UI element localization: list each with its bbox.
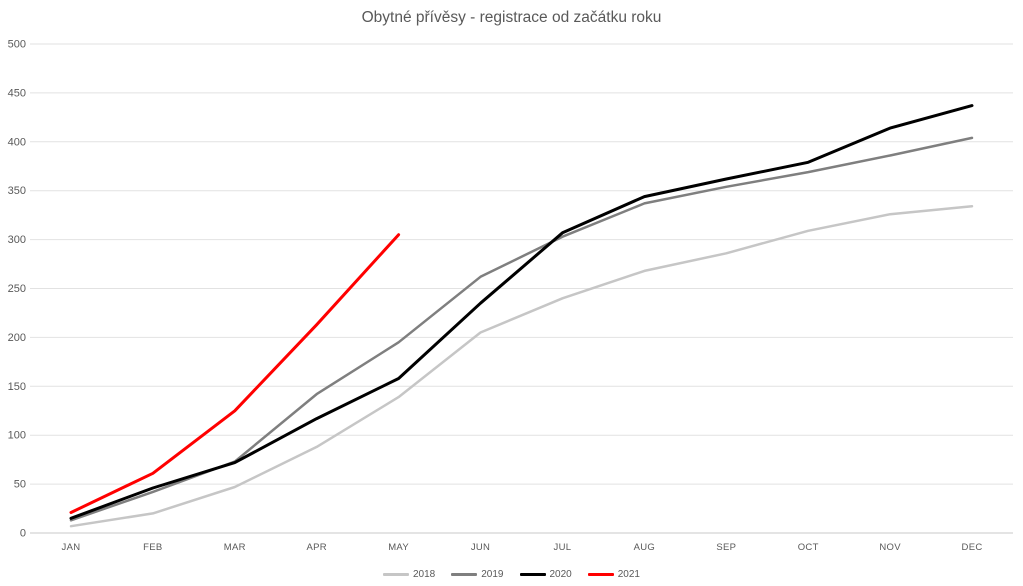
x-axis-tick-label: JUN bbox=[471, 542, 490, 553]
x-axis-tick-label: APR bbox=[306, 542, 326, 553]
legend-item-2020: 2020 bbox=[519, 569, 572, 580]
legend-label: 2021 bbox=[617, 569, 640, 580]
x-axis-tick-label: MAY bbox=[388, 542, 409, 553]
y-axis-tick-label: 500 bbox=[8, 39, 26, 51]
y-axis-tick-label: 300 bbox=[8, 234, 26, 246]
y-axis-tick-label: 50 bbox=[14, 479, 26, 491]
legend-label: 2020 bbox=[549, 569, 572, 580]
legend-label: 2019 bbox=[481, 569, 504, 580]
x-axis-tick-label: OCT bbox=[798, 542, 819, 553]
y-axis-tick-label: 0 bbox=[20, 528, 26, 540]
legend-item-2021: 2021 bbox=[587, 569, 640, 580]
x-axis-tick-label: AUG bbox=[634, 542, 656, 553]
legend-line-swatch-2021 bbox=[587, 573, 614, 576]
y-axis-tick-label: 450 bbox=[8, 87, 26, 99]
series-line-2021 bbox=[69, 233, 401, 514]
legend-label: 2018 bbox=[413, 569, 436, 580]
series-line-2018 bbox=[69, 205, 974, 528]
chart-title: Obytné přívěsy - registrace od začátku r… bbox=[361, 9, 662, 26]
x-axis-tick-label: JUL bbox=[554, 542, 572, 553]
legend-item-2018: 2018 bbox=[383, 569, 435, 580]
x-axis-tick-label: NOV bbox=[879, 542, 901, 553]
legend-line-swatch-2019 bbox=[451, 573, 478, 576]
legend-item-2019: 2019 bbox=[451, 569, 504, 580]
y-axis-tick-label: 250 bbox=[8, 283, 26, 295]
x-axis-tick-label: JAN bbox=[62, 542, 81, 553]
y-axis-tick-label: 200 bbox=[8, 332, 26, 344]
y-axis-tick-label: 100 bbox=[8, 430, 26, 442]
legend-line-swatch-2018 bbox=[383, 573, 409, 576]
x-axis-tick-label: SEP bbox=[716, 542, 736, 553]
chart-legend: 2018 2019 2020 2021 bbox=[0, 569, 1023, 580]
y-axis-tick-label: 350 bbox=[8, 185, 26, 197]
x-axis-tick-label: MAR bbox=[224, 542, 246, 553]
x-axis-tick-label: DEC bbox=[962, 542, 983, 553]
y-axis-tick-label: 400 bbox=[8, 136, 26, 148]
series-line-2020 bbox=[69, 104, 974, 520]
legend-line-swatch-2020 bbox=[519, 573, 546, 576]
y-axis-tick-label: 150 bbox=[8, 381, 26, 393]
series-line-2019 bbox=[69, 136, 974, 522]
x-axis-tick-label: FEB bbox=[143, 542, 162, 553]
